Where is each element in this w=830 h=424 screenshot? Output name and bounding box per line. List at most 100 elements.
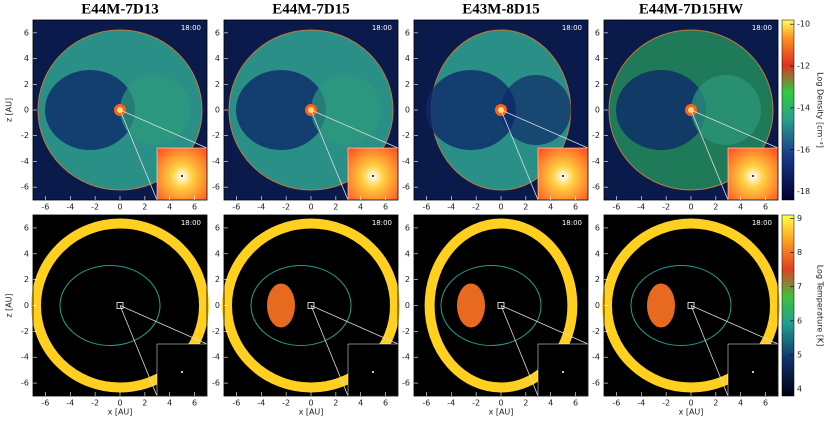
z-tick-label: -6	[592, 183, 600, 192]
z-tick-label: -4	[402, 157, 410, 166]
colorbar-tick-label: -14	[797, 103, 810, 112]
x-tick-label: 2	[713, 203, 718, 212]
z-tick-label: 2	[405, 275, 410, 284]
colorbar-label: Log Density [cm⁻³]	[816, 72, 825, 148]
zoom-line	[310, 109, 349, 201]
inset-dot	[752, 175, 754, 177]
x-tick-label: -4	[447, 203, 455, 212]
time-label: 18:00	[372, 24, 392, 32]
z-tick-label: 0	[595, 106, 600, 115]
x-tick-label: -6	[232, 399, 240, 408]
x-tick-label: 0	[498, 399, 503, 408]
x-tick-label: 6	[763, 399, 768, 408]
inner-cavity	[691, 75, 761, 145]
x-tick-label: -4	[637, 399, 645, 408]
colorbar-tick-label: 7	[797, 282, 802, 291]
x-tick-label: 6	[383, 399, 388, 408]
z-tick-label: -4	[21, 353, 29, 362]
z-tick-label: -4	[212, 157, 220, 166]
zoom-line	[310, 305, 399, 345]
z-tick-label: 0	[24, 301, 29, 310]
inset	[537, 147, 589, 201]
z-tick-label: 0	[215, 106, 220, 115]
x-tick-label: 0	[498, 203, 503, 212]
panel-title: E44M-7D13	[81, 1, 159, 17]
x-tick-label: 0	[688, 203, 693, 212]
x-tick-label: 4	[548, 399, 553, 408]
inset	[347, 147, 399, 201]
z-tick-label: -6	[21, 379, 29, 388]
inner-cavity	[501, 75, 571, 145]
x-tick-label: -6	[422, 203, 430, 212]
inner-contour	[440, 265, 542, 346]
x-tick-label: -4	[447, 399, 455, 408]
zoom-line	[690, 109, 779, 149]
x-tick-label: -6	[612, 399, 620, 408]
x-tick-label: -6	[41, 203, 49, 212]
x-tick-label: -6	[232, 203, 240, 212]
zoom-line	[500, 305, 589, 345]
z-tick-label: 6	[24, 28, 29, 37]
z-tick-label: 6	[405, 223, 410, 232]
z-tick-label: 6	[595, 223, 600, 232]
x-tick-label: 0	[308, 399, 313, 408]
zoom-line	[119, 109, 158, 201]
x-tick-label: 0	[117, 203, 122, 212]
x-tick-label: -2	[91, 203, 99, 212]
x-tick-label: 0	[688, 399, 693, 408]
temperature-colorbar	[781, 214, 795, 397]
x-tick-label: 2	[333, 203, 338, 212]
z-tick-label: 0	[215, 301, 220, 310]
x-tick-label: 6	[573, 399, 578, 408]
colorbar-tick-label: 5	[797, 351, 802, 360]
z-tick-label: -4	[402, 353, 410, 362]
x-axis-label: x [AU]	[299, 408, 324, 417]
zoom-line	[500, 305, 539, 397]
x-tick-label: -2	[472, 203, 480, 212]
x-tick-label: -4	[637, 203, 645, 212]
z-tick-label: -6	[592, 379, 600, 388]
z-tick-label: 6	[215, 28, 220, 37]
x-tick-label: -4	[257, 203, 265, 212]
zoom-line	[119, 305, 158, 397]
x-tick-label: 2	[523, 399, 528, 408]
panel-title: E44M-7D15	[272, 1, 350, 17]
z-tick-label: -2	[402, 327, 410, 336]
x-tick-label: 4	[548, 203, 553, 212]
zoom-line	[119, 305, 208, 345]
x-tick-label: -6	[41, 399, 49, 408]
z-tick-label: -2	[592, 131, 600, 140]
colorbar-tick-label: 6	[797, 316, 802, 325]
z-tick-label: 0	[405, 301, 410, 310]
time-label: 18:00	[372, 219, 392, 227]
colorbar-tick-label: -18	[797, 187, 810, 196]
z-tick-label: -4	[592, 157, 600, 166]
inner-cavity	[311, 75, 381, 145]
colorbar-tick-label: -16	[797, 145, 810, 154]
x-tick-label: 2	[523, 203, 528, 212]
colorbar-tick-label: -10	[797, 20, 810, 29]
inset-dot	[372, 175, 374, 177]
center-box	[497, 302, 505, 309]
inner-contour	[59, 265, 161, 346]
x-axis-label: x [AU]	[679, 408, 704, 417]
x-tick-label: 4	[738, 399, 743, 408]
x-tick-label: -4	[257, 399, 265, 408]
z-tick-label: -2	[592, 327, 600, 336]
x-tick-label: -2	[282, 203, 290, 212]
z-tick-label: -6	[212, 183, 220, 192]
z-tick-label: 4	[215, 249, 220, 258]
z-tick-label: 2	[24, 275, 29, 284]
time-label: 18:00	[752, 24, 772, 32]
z-tick-label: 4	[405, 54, 410, 63]
x-tick-label: 4	[358, 399, 363, 408]
x-tick-label: 4	[738, 203, 743, 212]
z-tick-label: -6	[212, 379, 220, 388]
z-tick-label: -4	[212, 353, 220, 362]
z-tick-label: -6	[21, 183, 29, 192]
x-tick-label: -6	[422, 399, 430, 408]
x-tick-label: 6	[192, 203, 197, 212]
hot-lobe	[267, 283, 295, 328]
z-tick-label: 4	[595, 54, 600, 63]
z-tick-label: 4	[215, 54, 220, 63]
